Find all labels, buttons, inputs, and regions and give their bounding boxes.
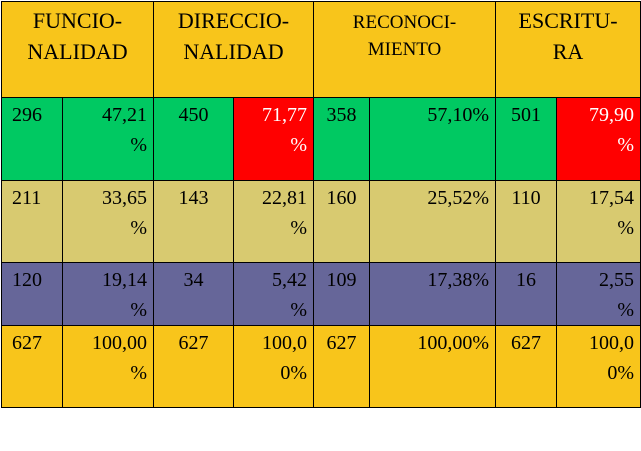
percent-cell: 25,52% bbox=[369, 180, 497, 263]
header-funcionalidad-line1: FUNCIO- bbox=[32, 8, 123, 33]
count-cell: 501 bbox=[495, 97, 558, 181]
count-cell: 627 bbox=[313, 325, 371, 408]
results-table: FUNCIO- NALIDAD DIRECCIO- NALIDAD RECONO… bbox=[0, 1, 641, 408]
header-reconocimiento: RECONOCI- MIENTO bbox=[313, 1, 497, 98]
percent-cell-alert: 79,90% bbox=[556, 97, 641, 181]
count-cell: 109 bbox=[313, 262, 371, 326]
header-direccionalidad-line2: NALIDAD bbox=[183, 39, 284, 64]
header-reconocimiento-line2: MIENTO bbox=[367, 39, 442, 60]
percent-cell: 57,10% bbox=[369, 97, 497, 181]
count-cell: 160 bbox=[313, 180, 371, 263]
count-cell: 627 bbox=[1, 325, 63, 408]
header-row: FUNCIO- NALIDAD DIRECCIO- NALIDAD RECONO… bbox=[0, 1, 641, 98]
header-funcionalidad: FUNCIO- NALIDAD bbox=[0, 1, 155, 98]
table-row: 211 33,65% 143 22,81% 160 25,52% 110 17,… bbox=[1, 180, 641, 263]
header-reconocimiento-line1: RECONOCI- bbox=[352, 12, 457, 33]
count-cell: 450 bbox=[153, 97, 235, 181]
total-row: 627 100,00% 627 100,0 0% 627 100,00% 627 … bbox=[1, 325, 641, 408]
header-funcionalidad-line2: NALIDAD bbox=[27, 39, 128, 64]
table-row: 296 47,21% 450 71,77% 358 57,10% 501 79,… bbox=[1, 97, 641, 181]
percent-cell: 47,21% bbox=[61, 97, 155, 181]
percent-cell: 22,81% bbox=[233, 180, 315, 263]
percent-cell: 19,14% bbox=[61, 262, 155, 326]
percent-cell: 100,00% bbox=[369, 325, 497, 408]
percent-cell: 5,42% bbox=[233, 262, 315, 326]
header-direccionalidad-line1: DIRECCIO- bbox=[177, 8, 290, 33]
percent-cell-alert: 71,77% bbox=[233, 97, 315, 181]
count-cell: 120 bbox=[1, 262, 63, 326]
header-escritura-line1: ESCRITU- bbox=[518, 8, 618, 33]
count-cell: 34 bbox=[153, 262, 235, 326]
count-cell: 16 bbox=[495, 262, 558, 326]
count-cell: 627 bbox=[495, 325, 558, 408]
percent-cell: 100,00% bbox=[61, 325, 155, 408]
count-cell: 211 bbox=[1, 180, 63, 263]
count-cell: 627 bbox=[153, 325, 235, 408]
header-escritura-line2: RA bbox=[552, 39, 584, 64]
percent-cell: 2,55% bbox=[556, 262, 641, 326]
percent-cell: 17,38% bbox=[369, 262, 497, 326]
percent-cell: 17,54% bbox=[556, 180, 641, 263]
count-cell: 358 bbox=[313, 97, 371, 181]
header-direccionalidad: DIRECCIO- NALIDAD bbox=[153, 1, 315, 98]
header-escritura: ESCRITU- RA bbox=[495, 1, 641, 98]
percent-cell: 33,65% bbox=[61, 180, 155, 263]
count-cell: 143 bbox=[153, 180, 235, 263]
table-row: 120 19,14% 34 5,42% 109 17,38% 16 2,55% bbox=[1, 262, 641, 326]
count-cell: 110 bbox=[495, 180, 558, 263]
count-cell: 296 bbox=[1, 97, 63, 181]
